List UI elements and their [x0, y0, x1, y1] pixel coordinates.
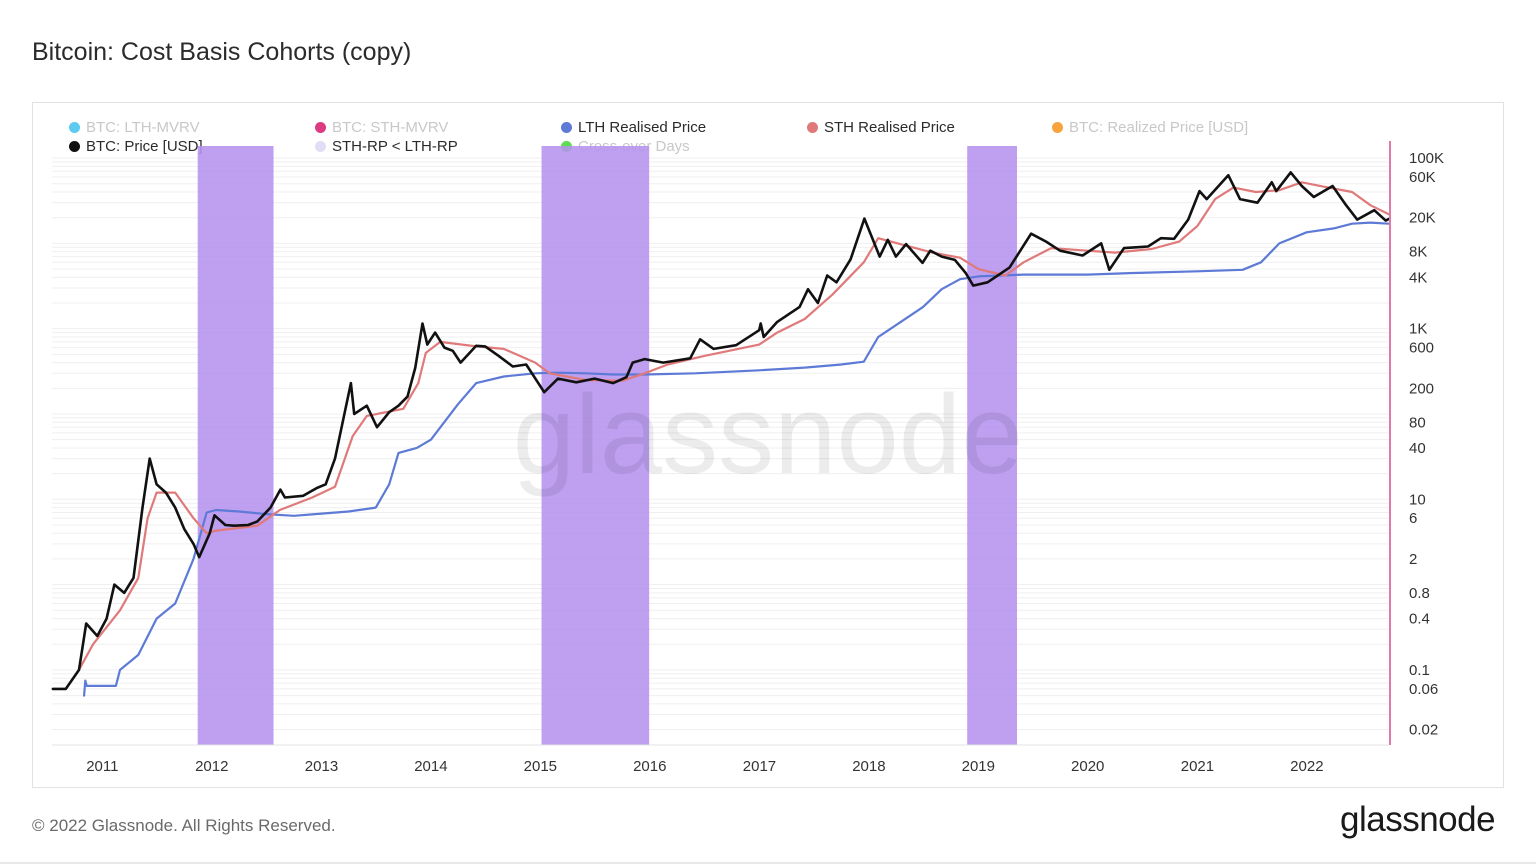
x-tick-label: 2020: [1071, 758, 1104, 775]
shaded-band: [541, 146, 650, 745]
axes: 2011 2012 2013 2014 2015 2016 2017 2018 2019 2020…: [52, 141, 1444, 775]
chart-panel: BTC: LTH-MVRV BTC: STH-MVRV LTH Realised…: [32, 102, 1504, 788]
legend-dot-icon: [561, 122, 572, 133]
x-tick-label: 2013: [305, 758, 338, 775]
legend-label: BTC: Price [USD]: [86, 138, 203, 155]
legend-label: LTH Realised Price: [578, 119, 707, 136]
y-tick-label: 0.02: [1409, 722, 1438, 739]
x-tick-label: 2018: [852, 758, 885, 775]
x-tick-label: 2012: [195, 758, 228, 775]
legend-label: BTC: LTH-MVRV: [86, 119, 200, 136]
chart-plot: glassnode 2011 2012 2013 2014 2015 2016 2017 20…: [51, 141, 1444, 775]
legend-label: STH-RP < LTH-RP: [332, 138, 458, 155]
y-tick-label: 100K: [1409, 150, 1444, 167]
series-line-lth-realised-price: [83, 221, 1390, 697]
y-tick-label: 40: [1409, 440, 1426, 457]
page-title: Bitcoin: Cost Basis Cohorts (copy): [32, 38, 412, 66]
legend-item-realized-price[interactable]: BTC: Realized Price [USD]: [1052, 119, 1248, 136]
legend-item-sth-realised-price[interactable]: STH Realised Price: [807, 119, 955, 136]
divider: [0, 862, 1536, 864]
shaded-band: [967, 146, 1017, 745]
x-tick-label: 2011: [86, 758, 118, 775]
legend-item-lth-mvrv[interactable]: BTC: LTH-MVRV: [69, 119, 200, 136]
x-tick-label: 2022: [1290, 758, 1323, 775]
y-tick-label: 600: [1409, 340, 1434, 357]
y-tick-label: 60K: [1409, 169, 1436, 186]
legend-dot-icon: [315, 141, 326, 152]
shaded-band: [197, 146, 274, 745]
y-tick-label: 4K: [1409, 269, 1427, 286]
series-lines: [51, 171, 1390, 697]
x-tick-label: 2015: [524, 758, 557, 775]
y-tick-label: 1K: [1409, 321, 1427, 338]
legend-item-lth-realised-price[interactable]: LTH Realised Price: [561, 119, 706, 136]
legend-item-sth-mvrv[interactable]: BTC: STH-MVRV: [315, 119, 448, 136]
x-tick-label: 2019: [962, 758, 995, 775]
legend-item-btc-price[interactable]: BTC: Price [USD]: [69, 138, 203, 155]
legend-label: STH Realised Price: [824, 119, 955, 136]
copyright: © 2022 Glassnode. All Rights Reserved.: [32, 816, 336, 835]
legend-label: BTC: Realized Price [USD]: [1069, 119, 1249, 136]
x-tick-label: 2017: [743, 758, 776, 775]
y-tick-label: 6: [1409, 510, 1417, 527]
y-tick-label: 200: [1409, 380, 1434, 397]
legend-dot-icon: [69, 141, 80, 152]
legend-dot-icon: [69, 122, 80, 133]
legend-item-sth-rp-below-lth-rp[interactable]: STH-RP < LTH-RP: [315, 138, 458, 155]
x-tick-label: 2014: [414, 758, 447, 775]
legend-label: BTC: STH-MVRV: [332, 119, 449, 136]
legend-dot-icon: [1052, 122, 1063, 133]
grid-lines: [52, 157, 1389, 731]
series-line-btc-price-usd: [51, 171, 1390, 691]
y-tick-label: 8K: [1409, 244, 1427, 261]
x-tick-label: 2021: [1181, 758, 1214, 775]
y-tick-label: 20K: [1409, 210, 1436, 227]
shaded-bands: [197, 146, 1017, 745]
y-tick-label: 0.4: [1409, 611, 1430, 628]
y-tick-label: 2: [1409, 551, 1417, 568]
legend-dot-icon: [807, 122, 818, 133]
x-tick-label: 2016: [633, 758, 666, 775]
watermark: glassnode: [513, 372, 1024, 497]
brand-logo: glassnode: [1340, 800, 1496, 839]
y-tick-label: 0.8: [1409, 585, 1430, 602]
legend-dot-icon: [315, 122, 326, 133]
y-tick-label: 0.06: [1409, 681, 1438, 698]
y-tick-label: 0.1: [1409, 662, 1430, 679]
y-tick-label: 80: [1409, 414, 1426, 431]
y-tick-label: 10: [1409, 491, 1426, 508]
